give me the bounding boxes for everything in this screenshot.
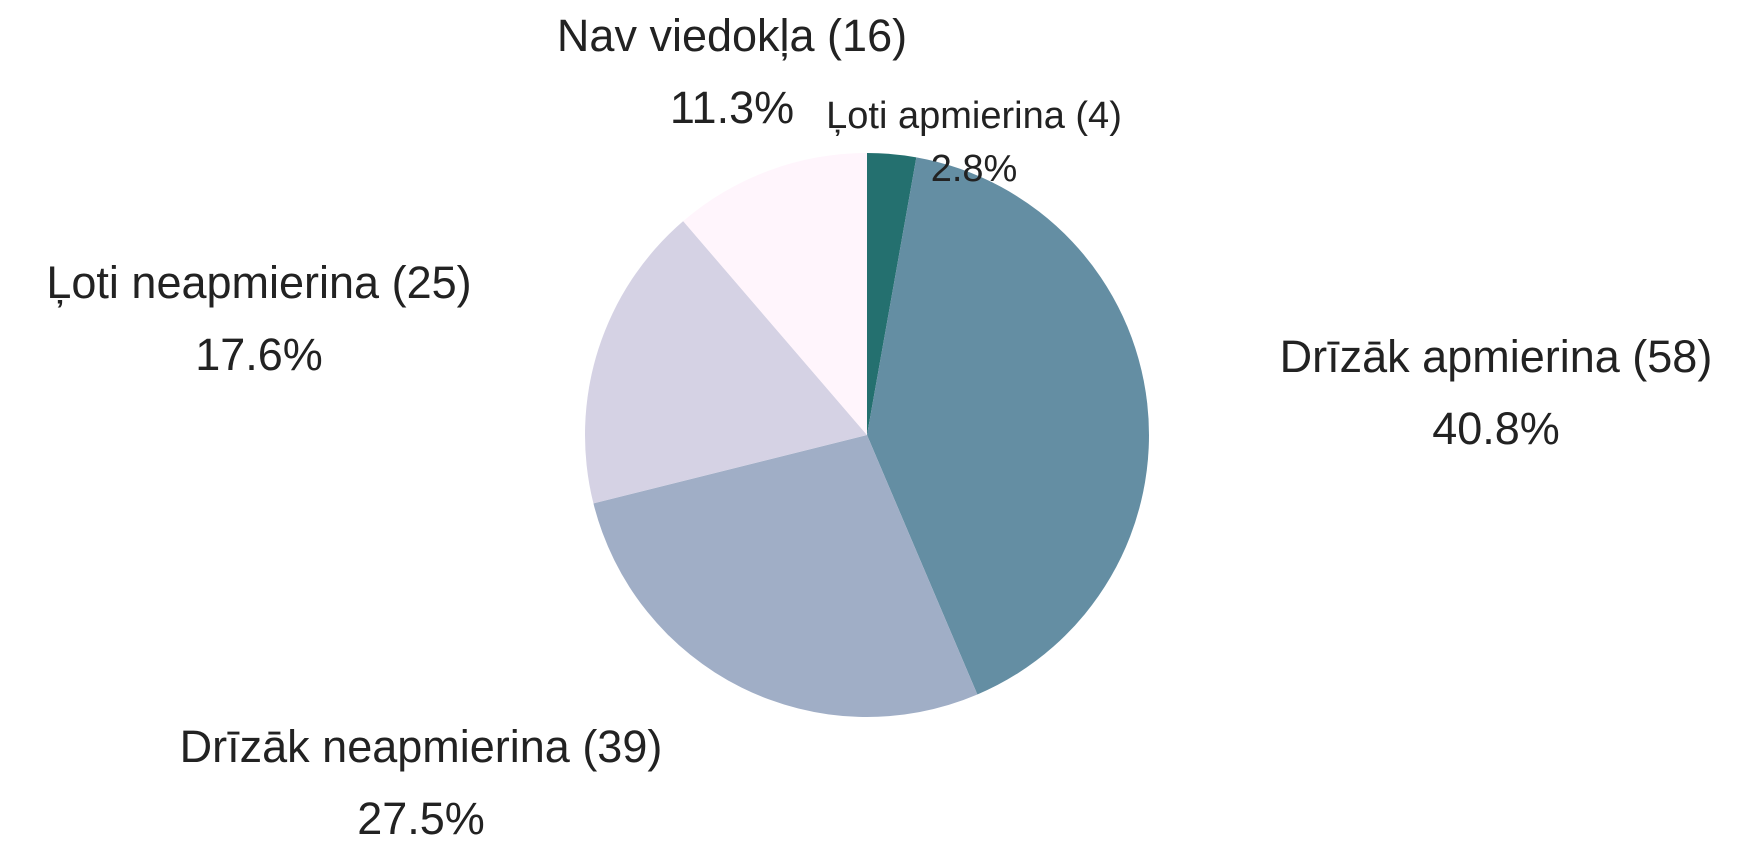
slice-label: Drīzāk apmierina (58) 40.8%	[1280, 321, 1713, 465]
pie-slice	[867, 153, 917, 435]
slice-label: Drīzāk neapmierina (39) 27.5%	[180, 711, 663, 855]
percent-label: 2.8%	[930, 148, 1018, 190]
percent-label: 11.3%	[669, 82, 795, 133]
slice-label: Ļoti neapmierina (25) 17.6%	[46, 247, 471, 391]
pie-slice	[683, 153, 867, 435]
category-label: Ļoti neapmierina (25)	[46, 257, 472, 308]
category-label: Drīzāk neapmierina (39)	[179, 721, 663, 772]
percent-label: 40.8%	[1432, 403, 1560, 454]
pie-slice	[593, 435, 978, 717]
category-label: Drīzāk apmierina (58)	[1279, 331, 1713, 382]
category-label: Ļoti apmierina (4)	[826, 95, 1122, 137]
slice-label: Nav viedokļa (16) 11.3%	[557, 0, 907, 144]
percent-label: 17.6%	[195, 329, 323, 380]
slice-label: Ļoti apmierina (4) 2.8%	[824, 90, 1124, 196]
pie-slice	[867, 157, 1149, 695]
pie-slice	[584, 221, 867, 504]
category-label: Nav viedokļa (16)	[556, 10, 908, 61]
percent-label: 27.5%	[357, 793, 485, 844]
